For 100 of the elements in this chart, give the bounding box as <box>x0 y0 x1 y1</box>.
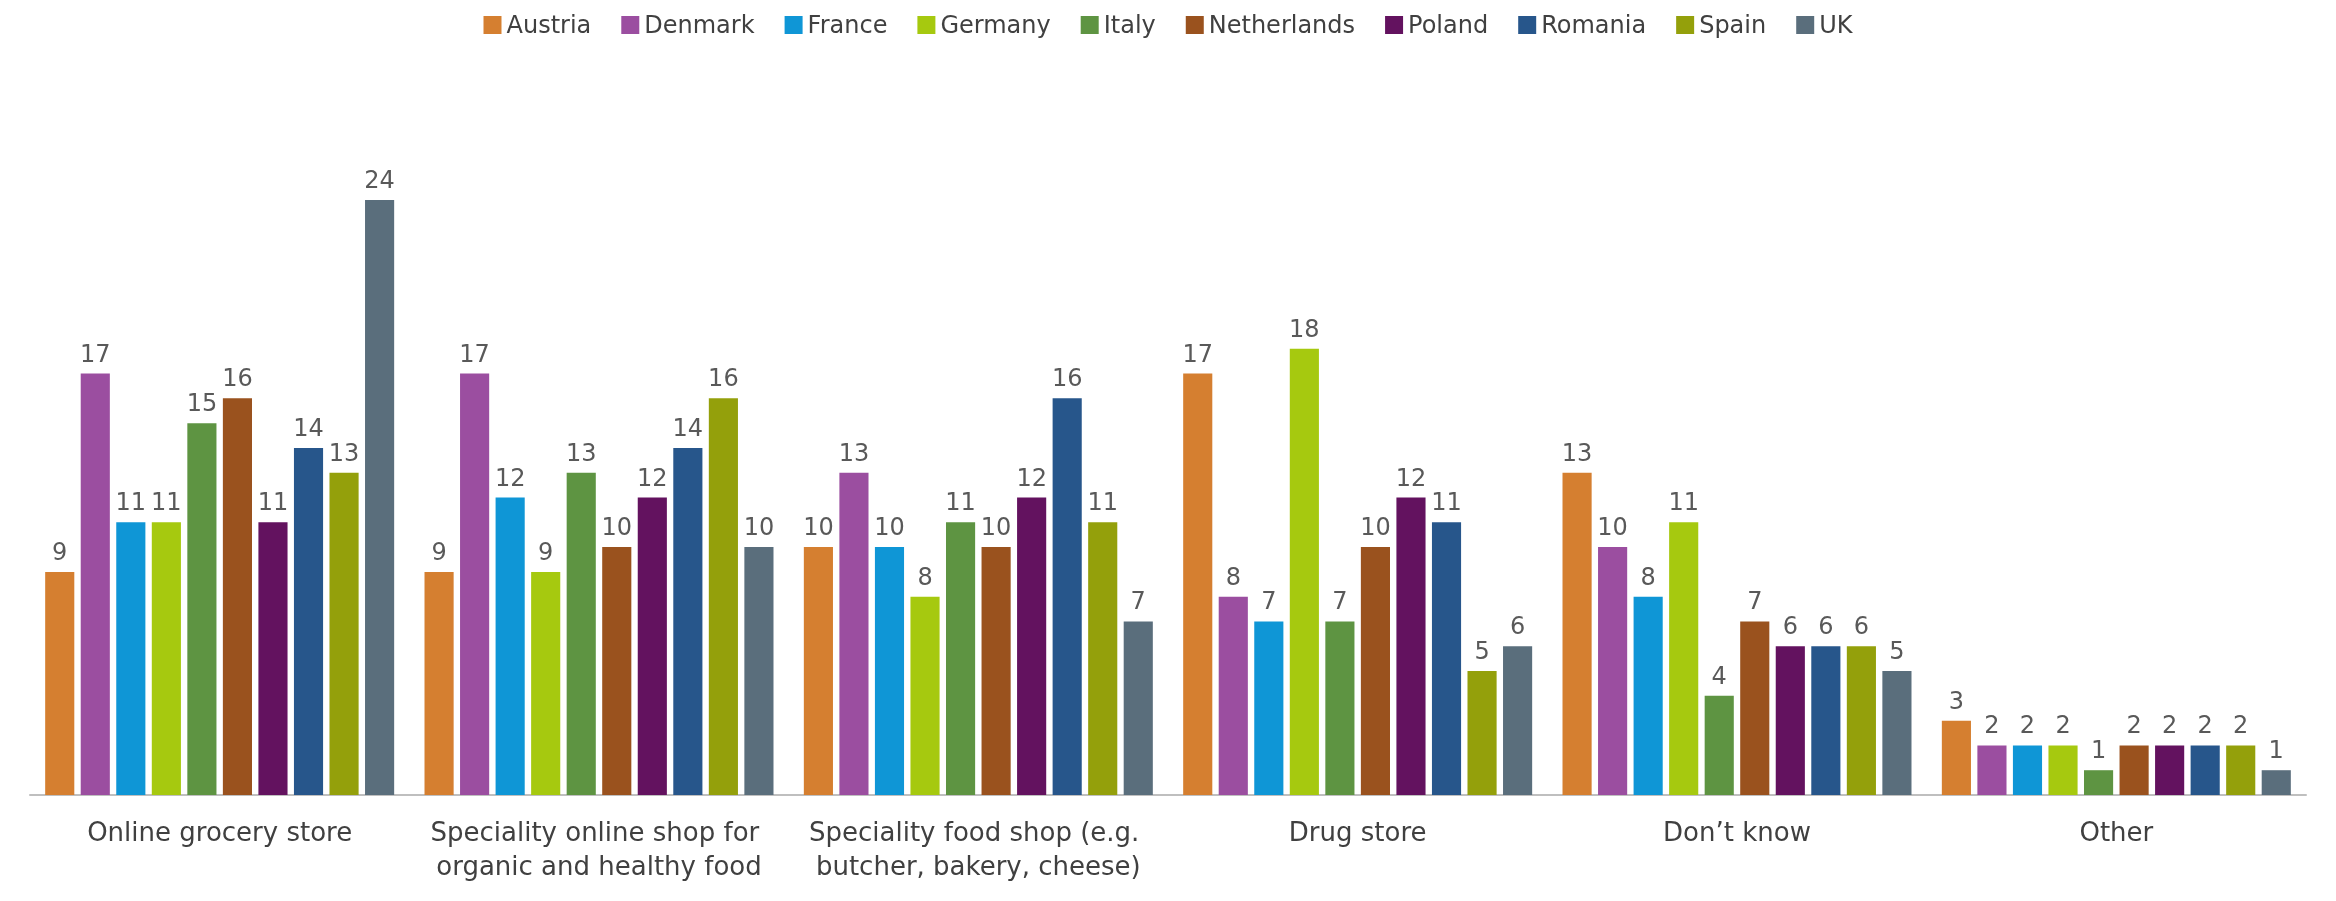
data-label: 12 <box>1395 463 1427 492</box>
data-label: 11 <box>1087 488 1118 517</box>
bar <box>1123 621 1153 795</box>
legend-label: Denmark <box>644 11 755 39</box>
data-label: 11 <box>151 488 182 517</box>
bar <box>45 571 75 795</box>
bar <box>1052 398 1082 795</box>
data-label: 10 <box>601 513 633 542</box>
bar <box>1254 621 1284 795</box>
x-tick-label: Other <box>2079 817 2154 847</box>
legend-label: Austria <box>506 11 592 39</box>
data-label: 4 <box>1711 661 1727 690</box>
data-label: 9 <box>538 537 554 566</box>
bar <box>1775 646 1805 795</box>
bar <box>946 522 976 795</box>
data-label: 16 <box>1051 364 1083 393</box>
data-label: 11 <box>1668 488 1699 517</box>
x-tick-label: Speciality online shop for organic and healthy food <box>430 817 768 881</box>
legend-label: Poland <box>1408 11 1489 39</box>
data-label: 24 <box>364 166 395 194</box>
bar <box>1218 596 1248 795</box>
data-label: 11 <box>257 488 289 517</box>
data-label: 1 <box>2268 736 2284 765</box>
bar <box>365 200 395 795</box>
data-label: 2 <box>2055 711 2071 740</box>
legend-label: Italy <box>1103 11 1156 39</box>
bar <box>424 571 454 795</box>
bar <box>116 522 146 795</box>
data-label: 10 <box>743 513 775 542</box>
data-label: 16 <box>708 364 739 393</box>
legend-label: Germany <box>940 11 1051 39</box>
bar <box>1598 547 1628 795</box>
data-label: 13 <box>838 438 870 467</box>
x-tick-label: Speciality food shop (e.g. butcher, bakery, cheese) <box>809 817 1148 881</box>
bar <box>1882 671 1912 795</box>
data-label: 5 <box>1474 637 1490 666</box>
data-label: 10 <box>874 513 905 542</box>
bar <box>1017 497 1047 795</box>
bar <box>2012 745 2043 795</box>
bar <box>2084 770 2114 795</box>
bar <box>2048 745 2078 795</box>
bar <box>187 423 217 795</box>
data-label: 11 <box>1431 488 1462 517</box>
data-label: 7 <box>1261 587 1277 616</box>
legend-label: Romania <box>1541 11 1647 39</box>
bar <box>293 447 324 795</box>
data-label: 3 <box>1948 686 1965 715</box>
data-label: 9 <box>431 537 447 566</box>
bar <box>460 373 490 795</box>
legend-label: UK <box>1819 11 1854 39</box>
data-label: 2 <box>1984 711 2000 740</box>
data-label: 1 <box>2090 736 2107 765</box>
bar <box>839 472 869 795</box>
bar <box>151 522 181 795</box>
bar <box>910 596 940 795</box>
bar <box>1562 472 1592 795</box>
data-label: 11 <box>115 488 147 517</box>
data-label: 9 <box>52 537 68 566</box>
bar <box>637 497 667 795</box>
data-label: 7 <box>1332 587 1348 616</box>
bar <box>2119 745 2149 795</box>
data-label: 8 <box>1640 562 1656 591</box>
bar <box>222 398 252 795</box>
data-label: 6 <box>1853 612 1870 641</box>
data-label: 2 <box>2019 711 2036 740</box>
bar <box>1669 522 1699 795</box>
bar <box>531 571 561 795</box>
x-tick-label: Online grocery store <box>87 817 353 847</box>
bar <box>80 373 110 795</box>
data-label: 10 <box>1597 513 1628 542</box>
data-label: 17 <box>80 339 111 368</box>
data-label: 16 <box>222 364 253 393</box>
bar <box>1941 720 1971 795</box>
data-label: 2 <box>2126 711 2142 740</box>
x-tick-label: Don’t know <box>1663 817 1811 847</box>
data-label: 18 <box>1289 314 1320 343</box>
data-label: 12 <box>494 463 526 492</box>
data-label: 2 <box>2162 711 2178 740</box>
bar <box>2155 745 2185 795</box>
bar <box>329 472 359 795</box>
bar <box>673 447 703 795</box>
data-label: 13 <box>1561 438 1593 467</box>
bar <box>1183 373 1213 795</box>
bar <box>981 547 1011 795</box>
legend-label: Netherlands <box>1208 11 1356 39</box>
data-label: 6 <box>1782 612 1798 641</box>
data-label: 7 <box>1747 587 1763 616</box>
data-label: 10 <box>803 513 834 542</box>
data-label: 10 <box>1360 513 1391 542</box>
bar <box>2226 745 2256 795</box>
data-label: 12 <box>1016 463 1047 492</box>
data-label: 6 <box>1509 612 1526 641</box>
bar <box>1467 671 1497 795</box>
bar <box>2190 745 2220 795</box>
bar <box>1740 621 1770 795</box>
bar <box>1704 695 1734 795</box>
bar <box>1088 522 1118 795</box>
bar <box>744 547 774 795</box>
data-label: 14 <box>672 413 704 442</box>
data-label: 2 <box>2197 711 2213 740</box>
